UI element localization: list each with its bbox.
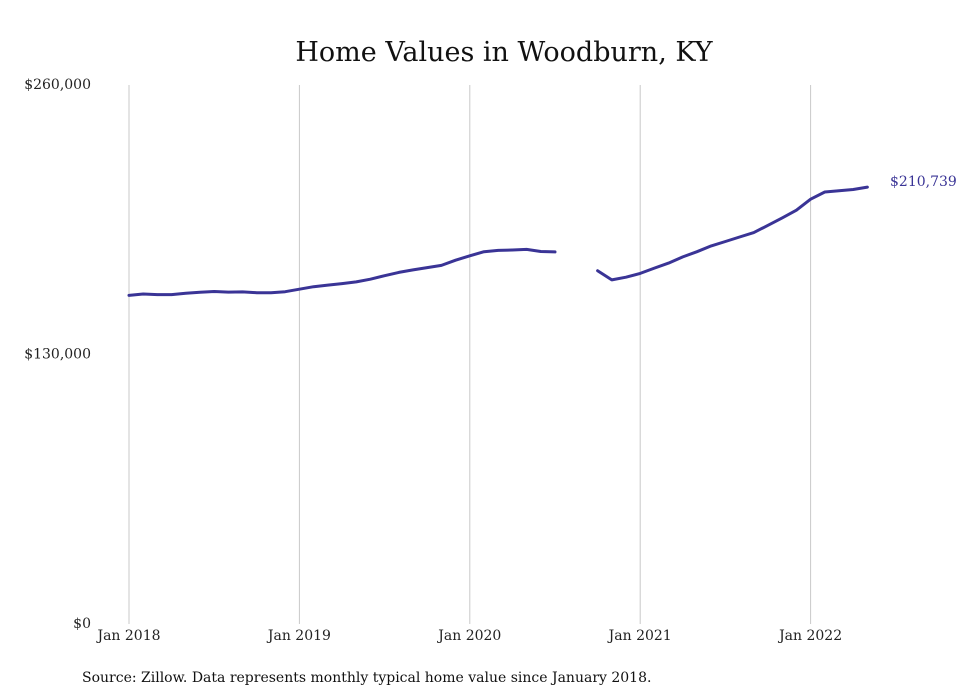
chart-title: Home Values in Woodburn, KY <box>295 37 713 68</box>
series-line-segment-1 <box>596 185 869 282</box>
y-tick-label: $260,000 <box>24 77 91 93</box>
series-line <box>127 185 869 297</box>
y-tick-label: $130,000 <box>24 347 91 363</box>
x-tick-label: Jan 2021 <box>607 628 672 644</box>
end-value-label: $210,739 <box>890 174 957 190</box>
grid-lines <box>128 85 812 624</box>
y-tick-label: $0 <box>73 616 91 632</box>
series-line-segment-0 <box>127 247 557 297</box>
y-axis-ticks: $0 $130,000 $260,000 <box>24 77 91 632</box>
x-tick-label: Jan 2022 <box>777 628 842 644</box>
x-tick-label: Jan 2019 <box>266 628 331 644</box>
x-tick-label: Jan 2018 <box>95 628 160 644</box>
x-tick-label: Jan 2020 <box>436 628 501 644</box>
x-axis-ticks: Jan 2018 Jan 2019 Jan 2020 Jan 2021 Jan 2022 <box>95 628 842 644</box>
source-note: Source: Zillow. Data represents monthly … <box>82 670 651 686</box>
